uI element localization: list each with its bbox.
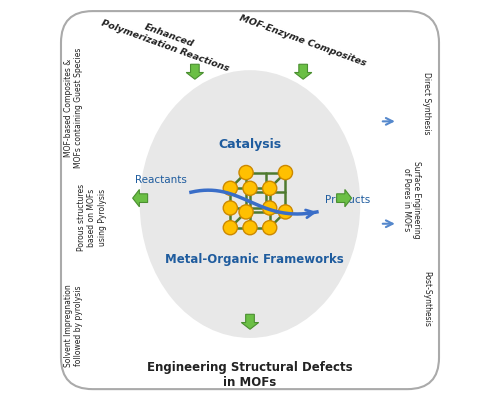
Text: Catalysis: Catalysis [218, 139, 282, 152]
Circle shape [243, 181, 257, 195]
Text: Reactants: Reactants [135, 175, 187, 185]
Circle shape [239, 205, 253, 219]
Text: Surface Engineering
of Pores in MOFs: Surface Engineering of Pores in MOFs [402, 161, 421, 239]
Circle shape [262, 221, 277, 235]
Circle shape [223, 221, 238, 235]
Text: Porous structures
based on MOFs
using Pyrolysis: Porous structures based on MOFs using Py… [77, 184, 106, 251]
Text: Engineering Structural Defects
in MOFs: Engineering Structural Defects in MOFs [147, 361, 353, 389]
Ellipse shape [140, 70, 360, 338]
Text: Products: Products [325, 195, 370, 205]
Text: MOF-Enzyme Composites: MOF-Enzyme Composites [238, 13, 368, 68]
Polygon shape [186, 64, 204, 79]
Circle shape [262, 201, 277, 215]
Polygon shape [294, 64, 312, 79]
Circle shape [223, 181, 238, 195]
Circle shape [223, 201, 238, 215]
Circle shape [262, 181, 277, 195]
Polygon shape [132, 189, 148, 207]
Polygon shape [336, 189, 351, 207]
Text: Metal-Organic Frameworks: Metal-Organic Frameworks [164, 252, 344, 266]
Circle shape [239, 166, 253, 179]
Circle shape [243, 221, 257, 235]
Text: Direct Synthesis: Direct Synthesis [422, 72, 431, 135]
Polygon shape [242, 314, 258, 329]
Circle shape [278, 166, 292, 179]
Text: Solvent Impregnation
followed by pyrolysis: Solvent Impregnation followed by pyrolys… [64, 285, 84, 368]
Text: Post-Synthesis: Post-Synthesis [422, 271, 431, 326]
Text: Enhanced
Polymerization Reactions: Enhanced Polymerization Reactions [100, 8, 234, 73]
FancyBboxPatch shape [61, 11, 439, 389]
Circle shape [278, 205, 292, 219]
Text: MOF-based Composites &
MOFs containing Guest Species: MOF-based Composites & MOFs containing G… [64, 47, 84, 168]
